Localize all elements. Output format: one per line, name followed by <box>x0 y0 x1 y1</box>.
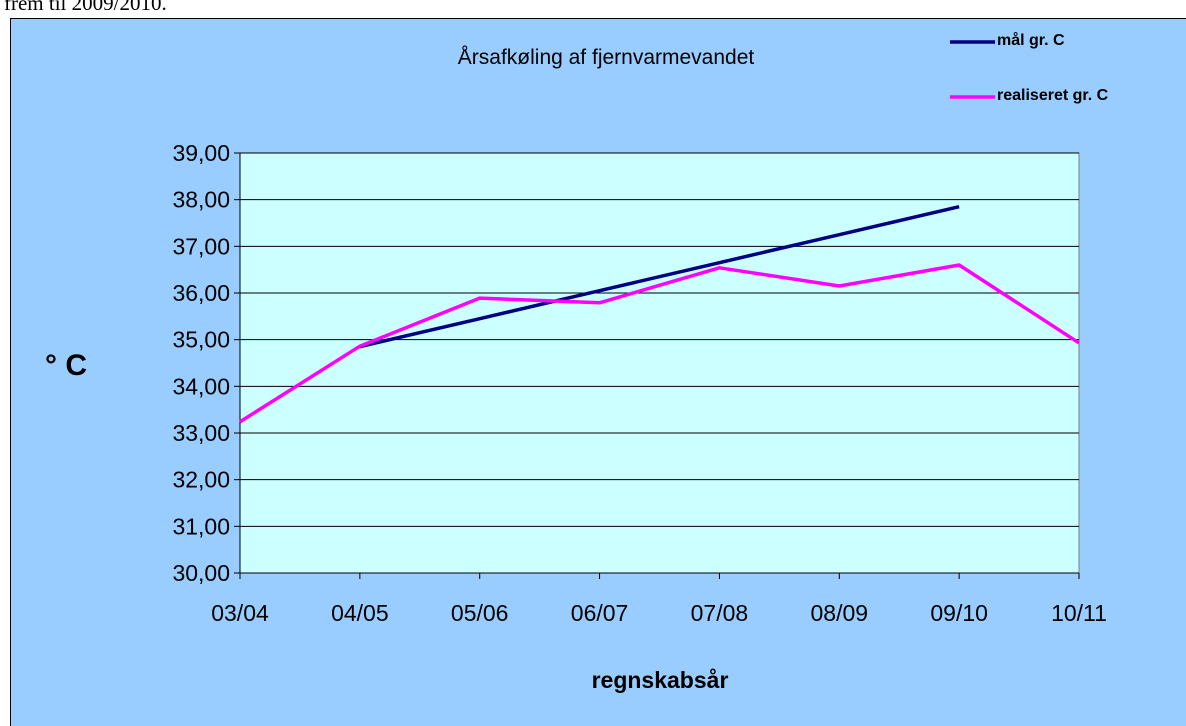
plot-area <box>239 152 1080 574</box>
x-tick-label: 05/06 <box>451 600 509 626</box>
y-tick-label: 35,00 <box>172 327 230 353</box>
y-tick-label: 32,00 <box>172 467 230 493</box>
x-tick-label: 04/05 <box>331 600 389 626</box>
series-line <box>239 263 1080 424</box>
legend-label: mål gr. C <box>997 32 1065 49</box>
y-tick-label: 38,00 <box>172 187 230 213</box>
document-text: frem til 2009/2010. <box>4 0 167 15</box>
x-axis-label: regnskabsår <box>592 667 729 693</box>
series-line <box>359 204 960 349</box>
y-axis-label: ° C <box>45 349 87 382</box>
y-tick-label: 31,00 <box>172 513 230 539</box>
x-tick-label: 09/10 <box>930 600 988 626</box>
x-tick-label: 10/11 <box>1051 600 1107 626</box>
y-tick-label: 36,00 <box>172 280 230 306</box>
x-tick-label: 06/07 <box>571 600 629 626</box>
x-tick-label: 08/09 <box>811 600 869 626</box>
y-tick-label: 37,00 <box>172 233 230 259</box>
y-tick-label: 34,00 <box>172 373 230 399</box>
legend-label: realiseret gr. C <box>997 87 1109 104</box>
y-tick-label: 30,00 <box>172 560 230 586</box>
y-tick-label: 33,00 <box>172 420 230 446</box>
y-tick-label: 39,00 <box>172 140 230 166</box>
x-tick-label: 07/08 <box>691 600 749 626</box>
x-tick-label: 03/04 <box>211 600 269 626</box>
chart-title: Årsafkøling af fjernvarmevandet <box>458 46 755 69</box>
